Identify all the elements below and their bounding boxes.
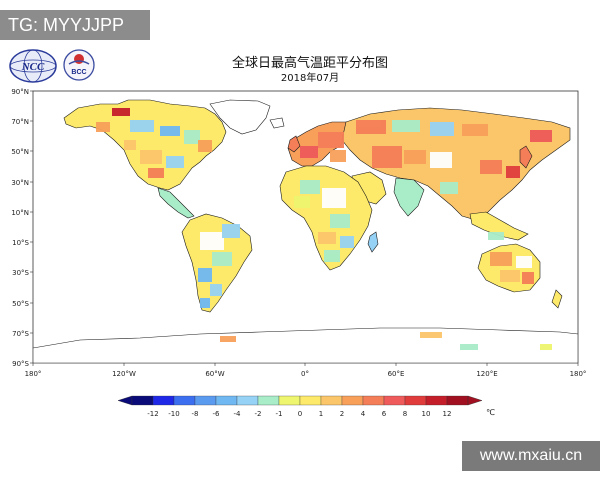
legend-tick-label: 10 <box>422 410 431 418</box>
lon-label: 0° <box>301 370 309 378</box>
tg-badge: TG: MYYJJPP <box>0 10 150 40</box>
new-zealand <box>551 289 563 309</box>
madagascar <box>367 231 379 253</box>
lon-label: 180° <box>25 370 42 378</box>
lon-label: 60°W <box>205 370 224 378</box>
lat-label: 50°N <box>11 148 29 156</box>
lon-labels: 180° 120°W 60°W 0° 60°E 120°E 180° <box>25 370 587 378</box>
legend-tick-label: -6 <box>213 410 221 418</box>
map-subtitle: 2018年07月 <box>280 73 340 84</box>
legend-tick-label: 6 <box>382 410 387 418</box>
ncc-logo-text: NCC <box>21 61 45 73</box>
lon-label: 120°E <box>476 370 497 378</box>
land-masses <box>33 99 578 363</box>
lat-label: 90°S <box>12 360 29 368</box>
lon-label: 120°W <box>112 370 136 378</box>
legend-swatch <box>383 395 406 406</box>
legend-tick-label: 0 <box>298 410 302 418</box>
bcc-logo: BCC <box>63 49 95 81</box>
legend-swatch <box>341 395 364 406</box>
lat-label: 50°S <box>12 300 29 308</box>
legend-tick-label: 4 <box>361 410 366 418</box>
central-america <box>157 187 195 219</box>
legend-labels: -12 -10 -8 -6 -4 -2 -1 0 1 2 4 6 8 10 12 <box>147 410 451 418</box>
legend-tick-label: 12 <box>443 410 452 418</box>
lon-label: 180° <box>570 370 587 378</box>
lon-label: 60°E <box>388 370 405 378</box>
legend-arrow-right <box>467 395 483 406</box>
legend-swatch <box>299 395 322 406</box>
legend-swatch <box>236 395 259 406</box>
legend-colorbar <box>117 395 483 406</box>
anomaly-patches <box>96 108 552 350</box>
legend-swatch <box>131 395 154 406</box>
map-title: 全球日最高气温距平分布图 <box>231 56 388 71</box>
japan <box>519 145 533 169</box>
southeast-asia-islands <box>469 211 529 241</box>
legend-tick-label: 1 <box>319 410 323 418</box>
ncc-logo: NCC <box>9 49 57 83</box>
lat-label: 30°S <box>12 269 29 277</box>
uk <box>287 135 301 153</box>
legend-tick-label: -4 <box>234 410 242 418</box>
lat-label: 70°S <box>12 330 29 338</box>
legend-swatch <box>257 395 280 406</box>
lat-label: 70°N <box>11 118 29 126</box>
legend-tick-label: -10 <box>168 410 179 418</box>
legend-tick-label: 8 <box>403 410 407 418</box>
lon-ticks <box>32 363 579 366</box>
bcc-logo-text: BCC <box>71 69 86 76</box>
legend-swatch <box>425 395 448 406</box>
legend-tick-label: -1 <box>276 410 283 418</box>
legend-swatch <box>320 395 343 406</box>
legend-swatch <box>194 395 217 406</box>
legend-swatch <box>446 395 469 406</box>
legend-swatch <box>215 395 238 406</box>
watermark: www.mxaiu.cn <box>462 441 600 471</box>
lat-label: 90°N <box>11 88 29 96</box>
lat-label: 10°S <box>12 239 29 247</box>
legend-swatch <box>278 395 301 406</box>
iceland <box>269 117 285 129</box>
legend-swatch <box>404 395 427 406</box>
india <box>393 177 425 217</box>
legend-arrow-left <box>117 395 133 406</box>
lat-labels: 90°N 70°N 50°N 30°N 10°N 10°S 30°S 50°S … <box>11 88 29 368</box>
legend-swatch <box>173 395 196 406</box>
legend-tick-label: 2 <box>340 410 344 418</box>
legend-swatch <box>152 395 175 406</box>
legend-swatch <box>362 395 385 406</box>
legend-tick-label: -8 <box>192 410 199 418</box>
legend-tick-label: -2 <box>255 410 262 418</box>
legend-unit: ℃ <box>486 408 495 417</box>
lat-label: 30°N <box>11 179 29 187</box>
greenland <box>209 99 271 135</box>
lat-label: 10°N <box>11 209 29 217</box>
legend-tick-label: -12 <box>147 410 158 418</box>
lat-ticks <box>30 90 33 364</box>
